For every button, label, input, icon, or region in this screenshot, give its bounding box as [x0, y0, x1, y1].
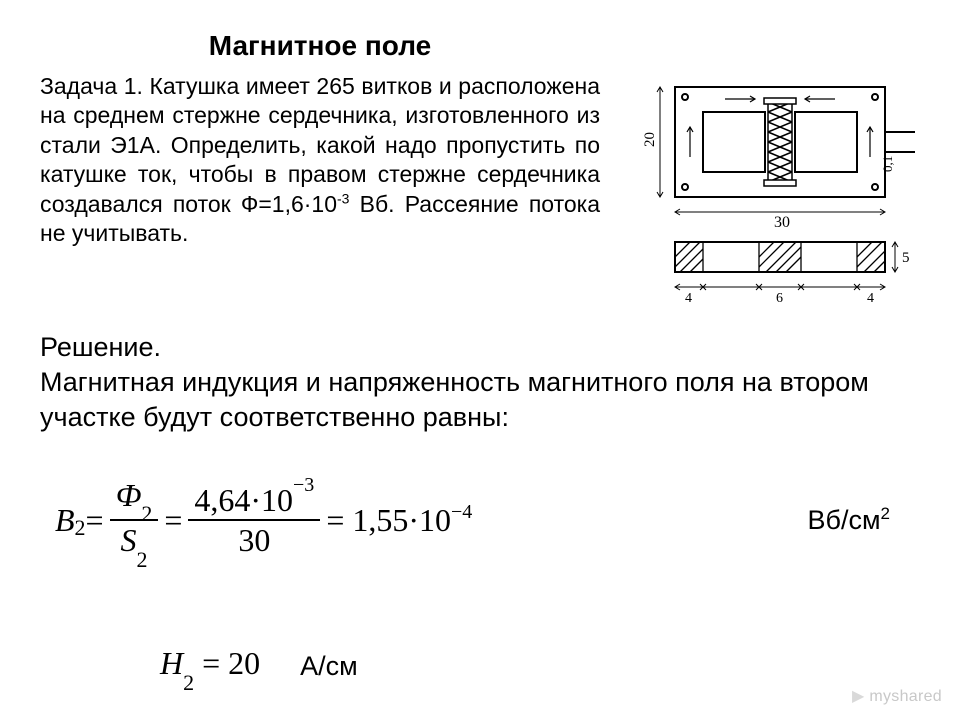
dim-5: 5 — [902, 250, 910, 266]
eq1-frac2-den: 30 — [232, 521, 276, 559]
eq1-eq2: = — [164, 502, 182, 539]
eq1-frac1-num-sub: 2 — [141, 501, 152, 526]
equation-1-row: B2 = Ф2 S2 = 4,64·10−3 30 = 1,55·10−4 Вб… — [40, 465, 920, 575]
solution-heading: Решение. — [40, 330, 920, 365]
problem-text: Задача 1. Катушка имеет 265 витков и рас… — [40, 72, 600, 249]
eq2-unit: А/см — [300, 651, 358, 682]
eq2-H-sub: 2 — [183, 670, 194, 695]
solution-text: Магнитная индукция и напряженность магни… — [40, 365, 920, 435]
dim-b2: 4 — [867, 291, 874, 302]
equation-1: B2 = Ф2 S2 = 4,64·10−3 30 = 1,55·10−4 — [55, 476, 472, 566]
eq2-H: H — [160, 645, 183, 681]
eq2-val: = 20 — [194, 645, 260, 681]
eq1-unit-text: Вб/см — [807, 505, 880, 535]
eq1-frac2-num-exp: −3 — [293, 474, 314, 496]
eq1-frac1-num-sym: Ф — [116, 477, 142, 513]
dim-b0: 4 — [685, 291, 692, 302]
eq1-frac1-den-sub: 2 — [136, 547, 147, 572]
core-figure: 20 0,1 30 — [630, 72, 920, 302]
equation-2-row: H2 = 20 А/см — [40, 645, 920, 687]
solution-block: Решение. Магнитная индукция и напряженно… — [40, 330, 920, 435]
dim-b1: 6 — [776, 291, 783, 302]
eq1-B: B — [55, 502, 75, 539]
eq1-B-sub: 2 — [75, 515, 86, 541]
eq1-result: = 1,55·10 — [326, 502, 451, 539]
dim-01: 0,1 — [880, 156, 895, 172]
page-title: Магнитное поле — [40, 30, 600, 62]
equation-2: H2 = 20 — [160, 645, 260, 687]
eq1-frac1-den-sym: S — [120, 522, 136, 558]
watermark: ▶ myshared — [852, 686, 942, 706]
dim-20: 20 — [642, 132, 658, 147]
watermark-text: myshared — [869, 688, 942, 705]
dim-30: 30 — [774, 214, 790, 231]
top-row: Задача 1. Катушка имеет 265 витков и рас… — [40, 72, 920, 302]
eq1-eq1: = — [86, 502, 104, 539]
eq1-unit: Вб/см2 — [807, 504, 890, 536]
problem-exp: -3 — [337, 190, 349, 206]
eq1-result-exp: −4 — [451, 501, 472, 524]
eq1-frac2-num: 4,64·10 — [194, 482, 293, 518]
eq1-unit-exp: 2 — [881, 504, 890, 523]
